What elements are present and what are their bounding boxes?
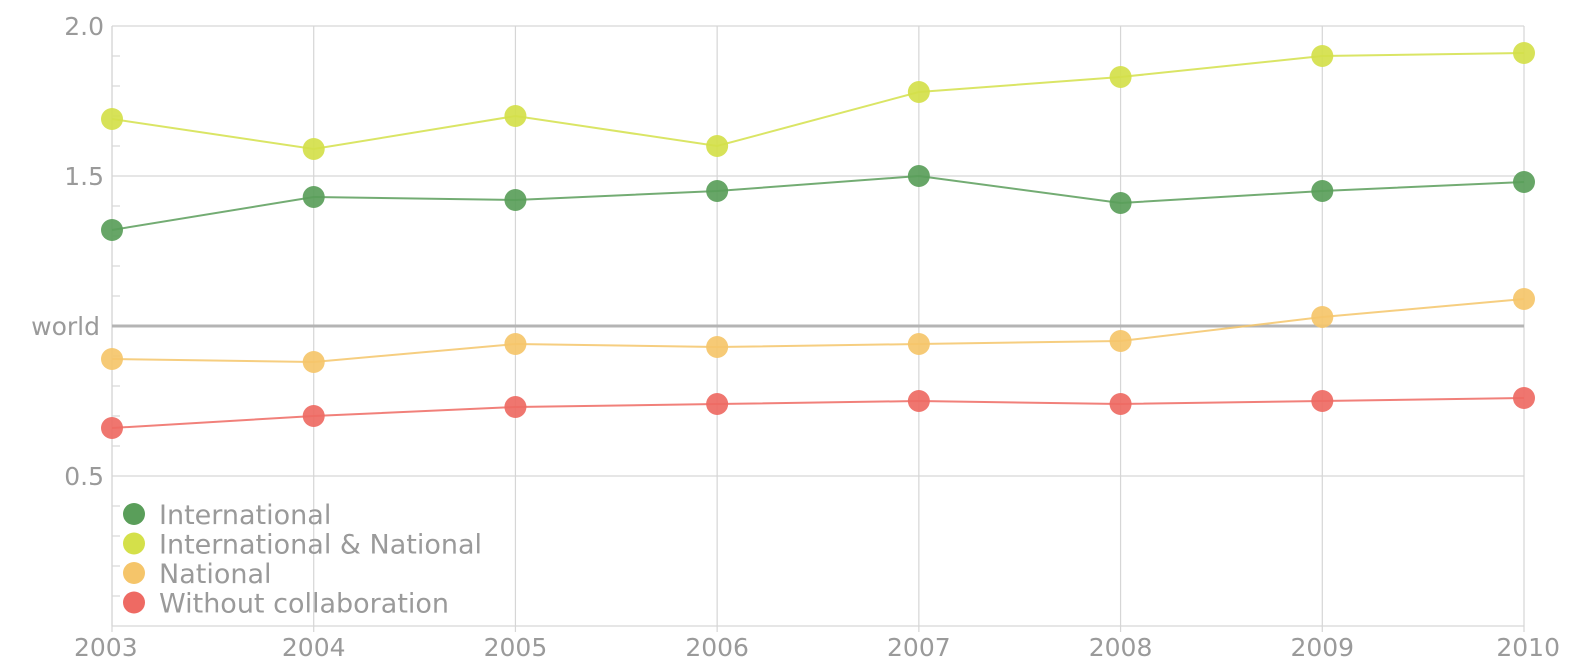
data-point bbox=[1109, 66, 1132, 88]
legend-label: International bbox=[159, 500, 331, 531]
data-point bbox=[1513, 42, 1535, 64]
axis-labels: 2.0 1.5 0.5 2003 2004 2005 2006 2007 2008 2009 201… bbox=[64, 12, 1560, 662]
series-line bbox=[111, 52, 1525, 151]
x-tick-label: 2009 bbox=[1290, 633, 1354, 662]
data-point bbox=[504, 396, 527, 418]
x-tick-label: 2003 bbox=[74, 633, 138, 662]
data-point bbox=[1513, 387, 1535, 409]
series-layer bbox=[101, 42, 1535, 439]
y-tick-label: 1.5 bbox=[64, 162, 104, 191]
series-2 bbox=[101, 288, 1535, 373]
legend-label: Without collaboration bbox=[159, 589, 449, 620]
x-tick-label: 2010 bbox=[1496, 633, 1560, 662]
data-point bbox=[907, 81, 930, 103]
data-point bbox=[101, 219, 123, 241]
x-tick-label: 2008 bbox=[1089, 633, 1153, 662]
y-tick-label: 2.0 bbox=[64, 12, 104, 41]
data-point bbox=[302, 186, 325, 208]
legend-marker bbox=[123, 562, 145, 584]
data-point bbox=[1109, 393, 1132, 415]
legend-label: National bbox=[159, 559, 272, 590]
series-0 bbox=[101, 165, 1535, 241]
data-point bbox=[1513, 288, 1535, 310]
data-point bbox=[101, 417, 123, 439]
legend-label: International & National bbox=[159, 530, 482, 561]
series-line bbox=[111, 298, 1525, 364]
x-tick-label: 2005 bbox=[484, 633, 548, 662]
legend-marker bbox=[123, 591, 145, 614]
y-tick-label: 0.5 bbox=[64, 462, 104, 491]
data-point bbox=[907, 165, 930, 187]
data-point bbox=[1109, 330, 1132, 352]
data-point bbox=[101, 348, 123, 370]
x-tick-label: 2007 bbox=[887, 633, 951, 662]
data-point bbox=[907, 333, 930, 355]
data-point bbox=[1311, 45, 1334, 67]
data-point bbox=[907, 390, 930, 412]
x-tick-label: 2004 bbox=[282, 633, 346, 662]
data-point bbox=[1109, 192, 1132, 214]
x-tick-label: 2006 bbox=[685, 633, 749, 662]
data-point bbox=[1311, 180, 1334, 202]
data-point bbox=[504, 189, 527, 211]
legend-marker bbox=[123, 503, 145, 525]
data-point bbox=[302, 405, 325, 427]
data-point bbox=[706, 393, 729, 415]
data-point bbox=[1513, 171, 1535, 193]
data-point bbox=[504, 105, 527, 127]
data-point bbox=[302, 138, 325, 160]
series-3 bbox=[101, 387, 1535, 439]
data-point bbox=[706, 135, 729, 157]
data-point bbox=[504, 333, 527, 355]
series-1 bbox=[101, 42, 1535, 160]
series-line bbox=[111, 174, 1525, 231]
data-point bbox=[1311, 306, 1334, 328]
data-point bbox=[706, 180, 729, 202]
data-point bbox=[706, 336, 729, 358]
world-reference-label: world bbox=[31, 312, 100, 341]
series-line bbox=[111, 397, 1525, 429]
data-point bbox=[302, 351, 325, 373]
world-reference: world bbox=[31, 312, 1524, 341]
data-point bbox=[1311, 390, 1334, 412]
data-point bbox=[101, 108, 123, 130]
legend-marker bbox=[123, 532, 145, 555]
